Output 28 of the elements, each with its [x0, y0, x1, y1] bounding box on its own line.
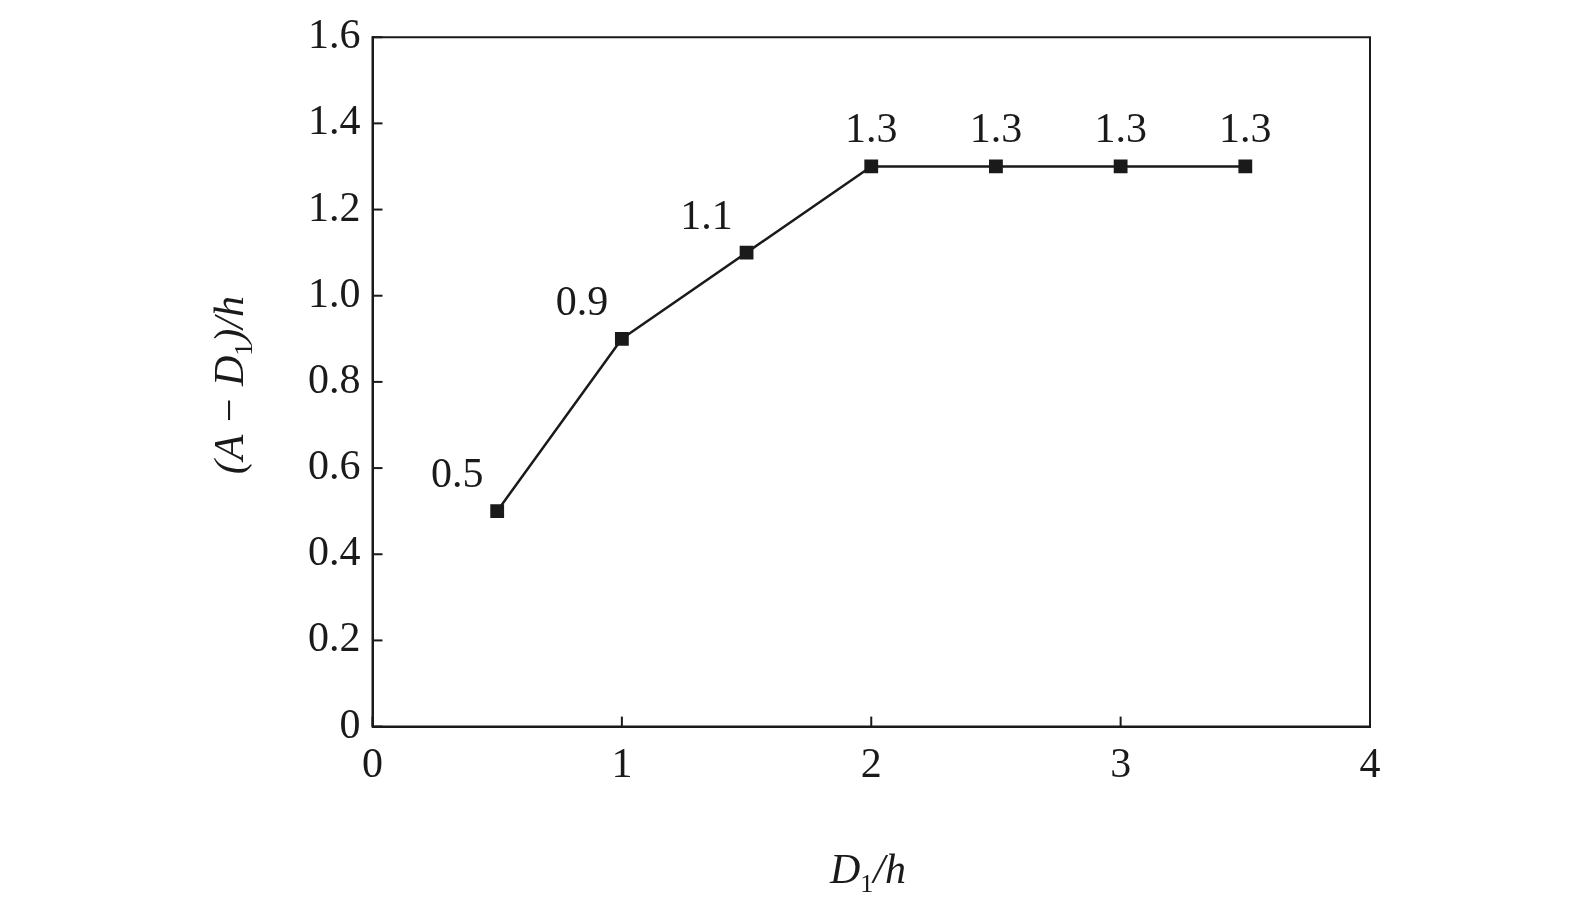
data-label: 0.9	[555, 277, 609, 324]
point	[739, 245, 754, 260]
data-label: 0.5	[430, 450, 484, 497]
y-tick-label: 1.4	[308, 97, 361, 144]
data-label: 1.3	[1094, 105, 1147, 152]
point	[989, 159, 1003, 174]
point	[1113, 159, 1128, 174]
point	[614, 331, 629, 346]
y-tick-label: 0.6	[308, 442, 361, 489]
data-label: 1.3	[1219, 105, 1272, 152]
x-tick-label: 3	[1110, 739, 1132, 786]
y-tick-label: 0.8	[308, 355, 361, 402]
x-axis-title: D$_{1}$/h	[830, 845, 907, 900]
x-tick-label: 1	[611, 739, 633, 786]
x-tick-label: 2	[860, 739, 882, 786]
y-tick-label: 1.2	[308, 183, 361, 230]
x-tick-label: 4	[1359, 739, 1381, 786]
y-tick-label: 0.4	[308, 528, 361, 575]
y-tick-label: 0	[339, 700, 361, 747]
data-label: 1.3	[969, 105, 1023, 152]
point	[864, 159, 879, 174]
y-tick-label: 0.2	[308, 614, 361, 661]
point	[1238, 159, 1253, 174]
y-tick-label: 1.0	[308, 269, 361, 316]
data-label: 1.3	[845, 105, 898, 152]
data-label: 1.1	[680, 191, 733, 238]
y-tick-label: 1.6	[308, 11, 361, 58]
point	[490, 504, 505, 519]
